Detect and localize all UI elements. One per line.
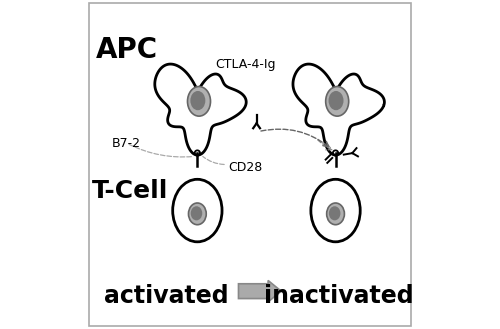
Text: APC: APC bbox=[96, 36, 158, 64]
FancyArrow shape bbox=[238, 280, 282, 302]
Polygon shape bbox=[293, 64, 384, 155]
Ellipse shape bbox=[188, 203, 206, 225]
Ellipse shape bbox=[328, 91, 344, 110]
Polygon shape bbox=[155, 64, 246, 155]
Ellipse shape bbox=[172, 179, 222, 242]
Text: B7-2: B7-2 bbox=[112, 137, 141, 150]
Ellipse shape bbox=[190, 91, 206, 110]
Ellipse shape bbox=[190, 206, 202, 220]
Ellipse shape bbox=[311, 179, 360, 242]
Ellipse shape bbox=[326, 203, 344, 225]
Text: activated: activated bbox=[104, 284, 228, 308]
Ellipse shape bbox=[329, 206, 340, 220]
Ellipse shape bbox=[326, 87, 348, 116]
Text: CTLA-4-Ig: CTLA-4-Ig bbox=[215, 58, 276, 71]
Text: CD28: CD28 bbox=[228, 161, 263, 174]
Ellipse shape bbox=[188, 87, 210, 116]
Text: T-Cell: T-Cell bbox=[92, 179, 168, 203]
Text: inactivated: inactivated bbox=[264, 284, 414, 308]
